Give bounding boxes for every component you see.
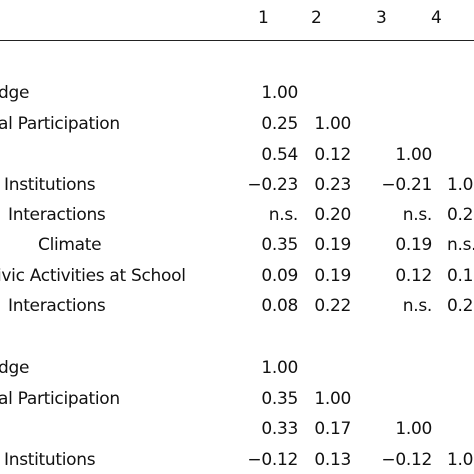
value-cell: 0.17 — [314, 419, 351, 439]
value-cell: 0.23 — [314, 175, 351, 195]
value-cell: 0.19 — [314, 266, 351, 286]
row-label: Institutions — [4, 175, 96, 195]
value-cell: n.s. — [402, 296, 433, 316]
value-cell: 0.09 — [261, 266, 298, 286]
column-header: 2 — [311, 8, 322, 28]
value-cell: 1.00 — [395, 419, 432, 439]
value-cell: 0.19 — [314, 235, 351, 255]
value-cell: 1.00 — [314, 114, 351, 134]
value-cell: 0.33 — [261, 419, 298, 439]
row-label: al Participation — [0, 389, 120, 409]
value-cell: 1.00 — [261, 358, 298, 378]
value-cell: n.s. — [447, 235, 474, 255]
column-header: 3 — [376, 8, 387, 28]
value-cell: 0.35 — [261, 235, 298, 255]
value-cell: 1.0 — [447, 450, 474, 470]
header-rule — [0, 40, 474, 41]
row-label: ivic Activities at School — [0, 266, 186, 286]
value-cell: −0.23 — [247, 175, 298, 195]
value-cell: n.s. — [268, 205, 299, 225]
value-cell: 0.12 — [314, 145, 351, 165]
value-cell: 0.08 — [261, 296, 298, 316]
value-cell: 0.12 — [395, 266, 432, 286]
row-label: Climate — [38, 235, 102, 255]
row-label: Interactions — [8, 205, 106, 225]
value-cell: 0.25 — [261, 114, 298, 134]
row-label: dge — [0, 358, 30, 378]
value-cell: 0.2 — [447, 296, 474, 316]
value-cell: 0.13 — [314, 450, 351, 470]
value-cell: 1.00 — [314, 389, 351, 409]
value-cell: 0.35 — [261, 389, 298, 409]
value-cell: 1.00 — [261, 83, 298, 103]
value-cell: 0.19 — [395, 235, 432, 255]
value-cell: 0.2 — [447, 205, 474, 225]
row-label: Interactions — [8, 296, 106, 316]
value-cell: 0.22 — [314, 296, 351, 316]
value-cell: 1.0 — [447, 175, 474, 195]
row-label: dge — [0, 83, 30, 103]
value-cell: 0.20 — [314, 205, 351, 225]
row-label: al Participation — [0, 114, 120, 134]
value-cell: −0.12 — [247, 450, 298, 470]
value-cell: 0.54 — [261, 145, 298, 165]
row-label: Institutions — [4, 450, 96, 470]
value-cell: −0.21 — [381, 175, 432, 195]
column-header: 4 — [431, 8, 442, 28]
value-cell: n.s. — [402, 205, 433, 225]
value-cell: 1.00 — [395, 145, 432, 165]
value-cell: 0.1 — [447, 266, 474, 286]
value-cell: −0.12 — [381, 450, 432, 470]
column-header: 1 — [258, 8, 269, 28]
